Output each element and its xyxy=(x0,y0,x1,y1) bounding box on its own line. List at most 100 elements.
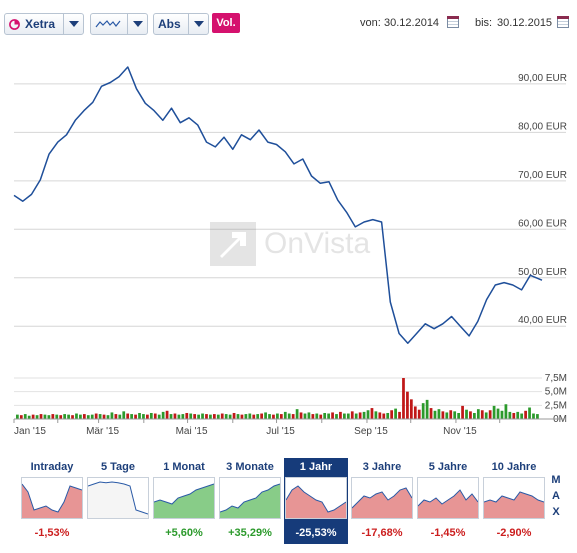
exchange-dropdown[interactable]: Xetra xyxy=(4,13,84,35)
price-series-line xyxy=(13,66,543,344)
volume-bar xyxy=(279,414,283,419)
volume-bar xyxy=(327,413,330,419)
volume-bar xyxy=(86,415,90,419)
volume-bar xyxy=(303,413,307,419)
volume-bar xyxy=(469,411,472,419)
volume-bar xyxy=(197,414,200,419)
price-chart[interactable]: 40,00 EUR 50,00 EUR 60,00 EUR 70,00 EUR 80,0… xyxy=(0,40,577,440)
volume-bar xyxy=(118,414,122,419)
volume-bar xyxy=(193,414,197,419)
volume-bar xyxy=(169,414,173,419)
volume-bar xyxy=(346,413,350,419)
volume-bar xyxy=(461,405,464,419)
volume-bar xyxy=(390,410,394,419)
period-thumbnail xyxy=(153,477,215,519)
calendar-icon[interactable] xyxy=(447,16,459,28)
chart-toolbar: Xetra Abs Vol. von: 30.12.2014 bis: 30.1… xyxy=(0,0,577,40)
volume-bar xyxy=(55,414,59,419)
period-tab[interactable]: Intraday -1,53% xyxy=(20,458,84,544)
calendar-icon[interactable] xyxy=(557,16,569,28)
chevron-down-icon[interactable] xyxy=(63,14,83,34)
time-axis: Jan '15 Mär '15 Mai '15 Jul '15 Sep '15 Nov '… xyxy=(13,418,566,437)
to-label: bis: xyxy=(475,17,493,29)
thumbnail-line xyxy=(154,483,214,505)
volume-bar xyxy=(153,413,157,419)
volume-bar xyxy=(177,414,181,419)
volume-bar xyxy=(512,412,516,419)
volume-bar xyxy=(185,412,189,419)
volume-bar xyxy=(142,414,145,419)
period-tab[interactable]: 1 Jahr -25,53% xyxy=(284,458,348,544)
thumbnail-line xyxy=(418,489,478,507)
volume-bar xyxy=(311,414,315,419)
volume-bar xyxy=(98,414,102,419)
scale-dropdown[interactable]: Abs xyxy=(153,13,209,35)
volume-bar xyxy=(307,412,311,419)
volume-bar xyxy=(295,409,299,419)
volume-bar xyxy=(23,414,27,419)
volume-bar xyxy=(366,410,370,419)
volume-bar xyxy=(134,414,137,419)
volume-bar xyxy=(19,415,23,419)
volume-bar xyxy=(110,412,114,419)
period-tab[interactable]: 5 Jahre -1,45% xyxy=(416,458,480,544)
volume-button[interactable]: Vol. xyxy=(212,13,240,33)
volume-bar xyxy=(441,411,445,419)
volume-bar xyxy=(323,412,327,419)
thumbnail-area xyxy=(220,484,280,518)
volume-bar xyxy=(244,414,248,419)
volume-bar xyxy=(492,405,496,419)
period-tab[interactable]: 1 Monat +5,60% xyxy=(152,458,216,544)
volume-bar xyxy=(260,413,264,419)
period-tab[interactable]: 3 Jahre -17,68% xyxy=(350,458,414,544)
period-label: 5 Tage xyxy=(100,461,136,473)
volume-bar xyxy=(189,413,193,419)
period-change xyxy=(86,526,150,540)
max-button[interactable]: M A X xyxy=(549,472,563,520)
chevron-down-icon[interactable] xyxy=(127,14,147,34)
volume-bar xyxy=(449,410,453,419)
thumbnail-area xyxy=(88,482,148,518)
period-label: 3 Monate xyxy=(226,461,274,473)
volume-bar xyxy=(252,414,256,419)
period-thumbnail xyxy=(285,477,347,519)
period-label: 3 Jahre xyxy=(362,461,402,473)
thumbnail-line xyxy=(88,481,148,515)
thumbnail-line xyxy=(484,491,544,503)
period-tab[interactable]: 5 Tage xyxy=(86,458,150,544)
volume-bar xyxy=(291,414,295,419)
volume-bar xyxy=(480,410,484,419)
volume-bar xyxy=(484,412,488,419)
period-tab[interactable]: 10 Jahre -2,90% xyxy=(482,458,546,544)
volume-bar xyxy=(362,411,366,419)
chart-style-dropdown[interactable] xyxy=(90,13,148,35)
volume-bar xyxy=(343,413,346,419)
volume-bar xyxy=(173,413,177,419)
volume-bar xyxy=(201,413,204,419)
volume-bar xyxy=(339,411,342,419)
volume-bar xyxy=(488,410,492,419)
period-thumbnail xyxy=(219,477,281,519)
volume-bar xyxy=(516,411,520,419)
volume-bar xyxy=(149,412,153,419)
volume-bar xyxy=(16,414,19,419)
to-date[interactable]: 30.12.2015 xyxy=(497,17,553,29)
period-thumbnail xyxy=(87,477,149,519)
volume-bar xyxy=(398,411,401,419)
period-change: -1,45% xyxy=(430,527,466,539)
volume-bar xyxy=(457,412,460,419)
exchange-value: Xetra xyxy=(25,17,56,31)
thumbnail-area xyxy=(418,490,478,518)
volume-bar xyxy=(51,414,55,419)
chevron-down-icon[interactable] xyxy=(188,14,208,34)
volume-bar xyxy=(496,408,500,419)
from-date[interactable]: 30.12.2014 xyxy=(384,17,440,29)
volume-bar xyxy=(421,403,425,419)
price-tick-label: 40,00 EUR xyxy=(518,315,567,326)
thumbnail-area xyxy=(484,492,544,518)
volume-bar xyxy=(106,415,110,419)
volume-bar xyxy=(248,413,252,419)
period-tab[interactable]: 3 Monate +35,29% xyxy=(218,458,282,544)
period-thumbnail xyxy=(417,477,479,519)
volume-bar xyxy=(205,414,208,419)
